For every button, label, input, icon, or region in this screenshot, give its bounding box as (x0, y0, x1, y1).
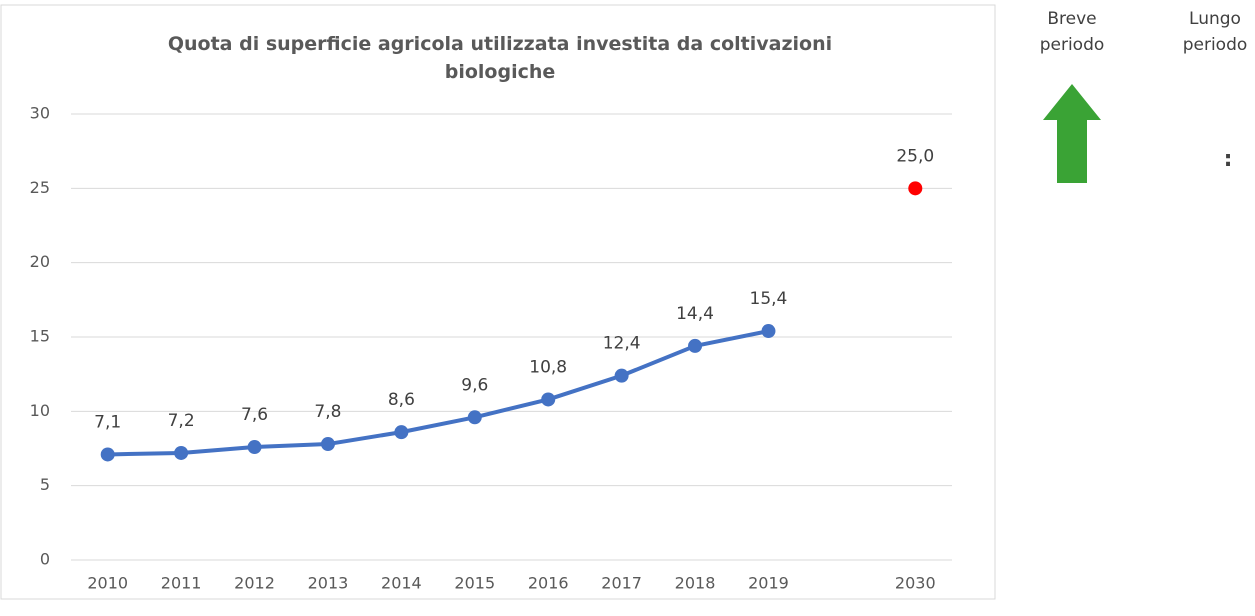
y-tick-label: 10 (30, 401, 50, 420)
data-label: 12,4 (603, 334, 641, 354)
y-tick-label: 0 (40, 550, 50, 569)
data-point (394, 425, 409, 440)
chart-title: Quota di superficie agricola utilizzata … (167, 33, 833, 83)
data-label: 7,1 (94, 412, 121, 432)
data-label: 25,0 (896, 146, 934, 166)
data-point (247, 440, 262, 455)
data-point (908, 181, 923, 196)
y-tick-label: 15 (30, 327, 50, 346)
x-tick-label: 2010 (87, 574, 128, 593)
data-point (174, 445, 189, 460)
long-term-header: Lungo periodo (1182, 9, 1248, 55)
data-point (688, 338, 703, 353)
x-tick-label: 2030 (895, 574, 936, 593)
data-label: 7,6 (241, 405, 268, 425)
x-tick-label: 2011 (161, 574, 202, 593)
data-point (320, 437, 335, 452)
short-term-header: Breve periodo (1039, 9, 1105, 55)
data-point (614, 368, 629, 383)
data-label: 8,6 (388, 390, 415, 410)
x-tick-label: 2012 (234, 574, 275, 593)
x-tick-label: 2017 (601, 574, 642, 593)
data-point (467, 410, 482, 425)
data-label: 7,8 (314, 402, 341, 422)
data-label: 9,6 (461, 375, 488, 395)
data-label: 14,4 (676, 304, 714, 324)
data-label: 15,4 (750, 289, 788, 309)
data-label: 7,2 (168, 411, 195, 431)
y-tick-label: 20 (30, 252, 50, 271)
x-tick-label: 2016 (528, 574, 569, 593)
x-tick-label: 2019 (748, 574, 789, 593)
data-label: 10,8 (529, 357, 567, 377)
data-point (541, 392, 556, 407)
x-tick-label: 2018 (675, 574, 716, 593)
y-tick-label: 5 (40, 475, 50, 494)
data-point (761, 324, 776, 339)
y-tick-label: 30 (30, 104, 50, 123)
series-line (107, 329, 769, 457)
x-tick-label: 2015 (454, 574, 495, 593)
y-tick-label: 25 (30, 178, 50, 197)
x-tick-label: 2014 (381, 574, 422, 593)
long-term-mark: : (1224, 147, 1233, 172)
trend-arrow (1043, 84, 1101, 183)
x-tick-label: 2013 (308, 574, 349, 593)
data-point (100, 447, 115, 462)
chart-frame (0, 4, 996, 600)
